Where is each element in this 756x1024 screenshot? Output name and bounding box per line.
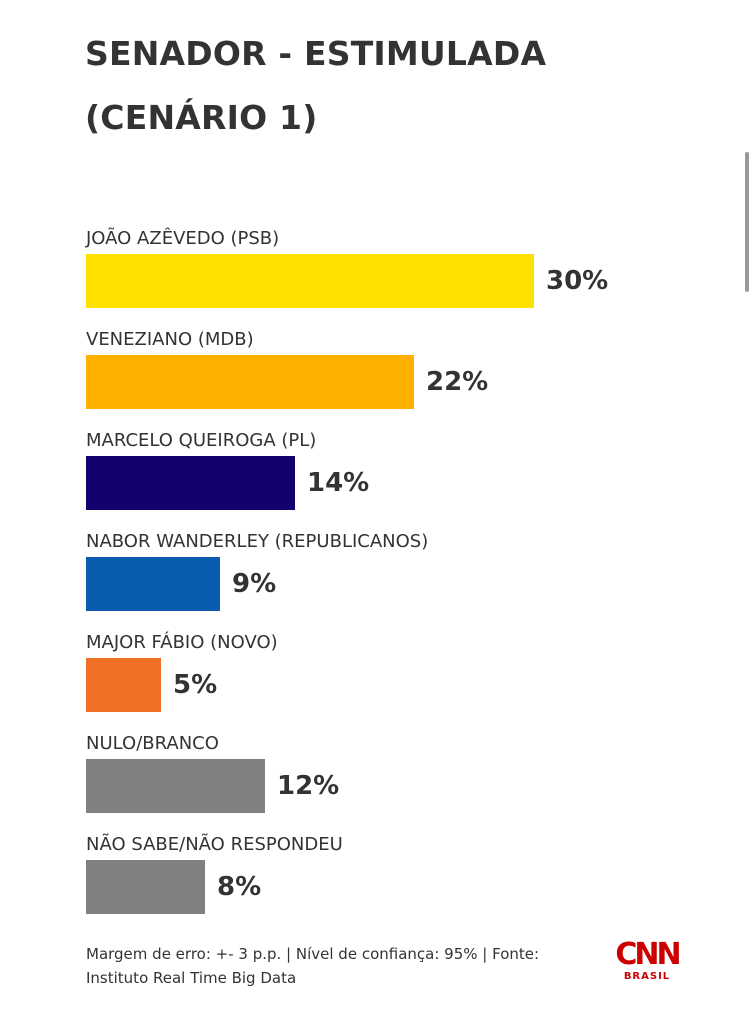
bar [86, 860, 205, 914]
chart-title: SENADOR - ESTIMULADA (CENÁRIO 1) [85, 34, 547, 137]
bar-value-label: 30% [546, 266, 609, 296]
bar-row: JOÃO AZÊVEDO (PSB) 30% [86, 228, 726, 308]
bar-row: NABOR WANDERLEY (REPUBLICANOS) 9% [86, 531, 726, 611]
bar [86, 557, 220, 611]
bar [86, 254, 534, 308]
bar-value-label: 5% [173, 670, 218, 700]
bar-label: MARCELO QUEIROGA (PL) [86, 430, 317, 451]
bar-label: MAJOR FÁBIO (NOVO) [86, 632, 278, 653]
bar-row: VENEZIANO (MDB) 22% [86, 329, 726, 409]
bar-value-label: 12% [277, 771, 340, 801]
bar-label: JOÃO AZÊVEDO (PSB) [86, 228, 280, 249]
footer-note: Margem de erro: +- 3 p.p. | Nível de con… [86, 945, 540, 987]
bar-value-label: 8% [217, 872, 262, 902]
bar [86, 355, 414, 409]
bar [86, 456, 295, 510]
logo-sub: BRASIL [623, 971, 671, 982]
bar [86, 658, 161, 712]
bar-chart: JOÃO AZÊVEDO (PSB) 30% VENEZIANO (MDB) 22% M… [86, 228, 726, 914]
bar-row: MARCELO QUEIROGA (PL) 14% [86, 430, 726, 510]
bar-label: VENEZIANO (MDB) [86, 329, 254, 350]
bar-label: NABOR WANDERLEY (REPUBLICANOS) [86, 531, 429, 552]
bar-label: NULO/BRANCO [86, 733, 219, 754]
bar [86, 759, 265, 813]
bar-label: NÃO SABE/NÃO RESPONDEU [86, 834, 343, 855]
bar-row: MAJOR FÁBIO (NOVO) 5% [86, 632, 726, 712]
bar-value-label: 14% [307, 468, 370, 498]
bar-row: NULO/BRANCO 12% [86, 733, 726, 813]
bar-value-label: 22% [426, 367, 489, 397]
scrollbar[interactable] [745, 152, 749, 292]
logo-brand: CNN [615, 937, 681, 972]
bar-row: NÃO SABE/NÃO RESPONDEU 8% [86, 834, 726, 914]
bar-value-label: 9% [232, 569, 277, 599]
cnn-brasil-logo: CNN BRASIL [614, 937, 681, 986]
